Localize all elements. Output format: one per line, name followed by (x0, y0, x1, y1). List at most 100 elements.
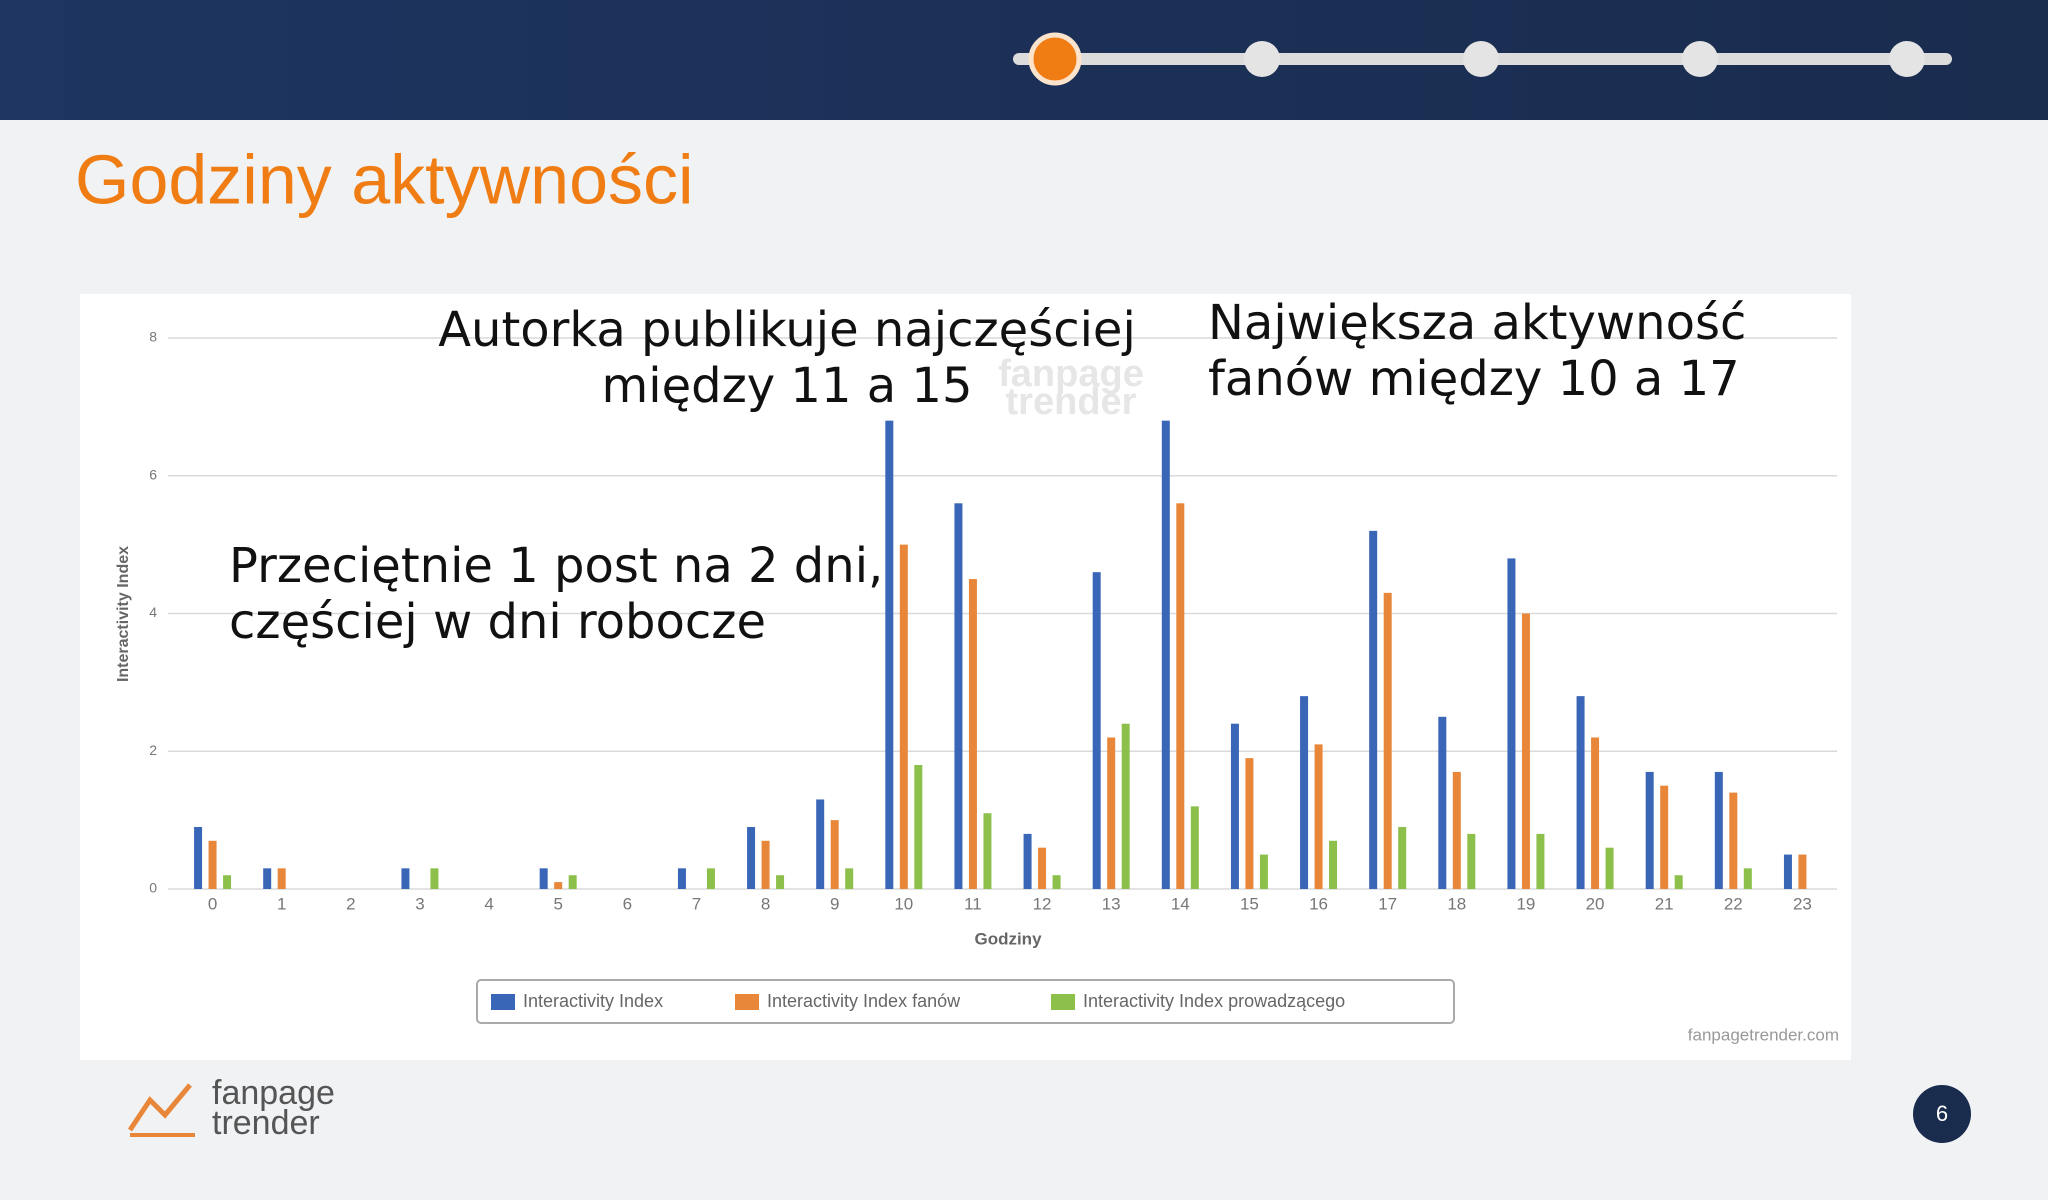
bar (899, 544, 908, 889)
progress-dot[interactable] (1463, 41, 1499, 77)
legend-swatch (1051, 994, 1075, 1010)
bar (1314, 744, 1323, 889)
watermark: trender (1006, 381, 1137, 423)
progress (1013, 32, 1952, 86)
progress-dot[interactable] (1244, 41, 1280, 77)
bar (1674, 875, 1683, 889)
x-tick-label: 9 (830, 894, 839, 913)
bar (1605, 847, 1614, 889)
bar (747, 827, 756, 889)
logo-text: trender (212, 1104, 320, 1142)
bar (914, 765, 923, 889)
bar (1052, 875, 1061, 889)
bar (776, 875, 785, 889)
bar (968, 579, 977, 889)
x-axis-title: Godziny (974, 929, 1042, 948)
page-badge (1913, 1085, 1971, 1143)
bar (954, 503, 963, 889)
bar (223, 875, 232, 889)
bar (1743, 868, 1752, 889)
x-tick-label: 20 (1586, 894, 1605, 913)
x-tick-label: 7 (692, 894, 701, 913)
bar (554, 882, 563, 889)
legend-swatch (491, 994, 515, 1010)
x-tick-label: 22 (1724, 894, 1743, 913)
bar (830, 820, 839, 889)
x-tick-label: 3 (415, 894, 424, 913)
bar (1467, 833, 1476, 889)
bar (1536, 833, 1545, 889)
x-tick-label: 17 (1378, 894, 1397, 913)
bar (761, 840, 770, 889)
y-axis-title: Interactivity Index (115, 546, 132, 682)
bar (1783, 854, 1792, 889)
x-tick-label: 0 (208, 894, 217, 913)
bar (706, 868, 715, 889)
bar (1714, 771, 1723, 889)
x-tick-label: 1 (277, 894, 286, 913)
bar (194, 827, 203, 889)
x-tick-label: 6 (623, 894, 632, 913)
annotation: Przeciętnie 1 post na 2 dni, (229, 538, 883, 594)
x-tick-label: 11 (964, 894, 982, 913)
bar (1369, 530, 1378, 889)
x-tick-label: 5 (553, 894, 562, 913)
annotation: Największa aktywność (1208, 295, 1746, 351)
bar (1092, 572, 1101, 889)
bar (1329, 840, 1338, 889)
x-tick-label: 23 (1793, 894, 1812, 913)
x-tick-label: 21 (1655, 894, 1674, 913)
legend-box (476, 979, 1455, 1024)
bar (277, 868, 286, 889)
page-number: 6 (1936, 1101, 1948, 1126)
y-tick-label: 4 (149, 604, 157, 620)
bar (1591, 737, 1600, 889)
bar (1660, 785, 1669, 889)
bar (1121, 723, 1130, 889)
legend-swatch (735, 994, 759, 1010)
bar (208, 840, 217, 889)
bar (816, 799, 825, 889)
x-tick-label: 12 (1033, 894, 1052, 913)
x-tick-label: 4 (484, 894, 493, 913)
annotation: fanów między 10 a 17 (1208, 351, 1740, 407)
annotation: między 11 a 15 (601, 358, 972, 414)
y-tick-label: 0 (149, 880, 157, 896)
bar (885, 420, 894, 889)
annotation: Autorka publikuje najczęściej (438, 302, 1136, 358)
bar (1507, 558, 1516, 889)
x-tick-label: 18 (1447, 894, 1466, 913)
bar (677, 868, 686, 889)
bar (1230, 723, 1239, 889)
x-tick-label: 16 (1309, 894, 1328, 913)
x-tick-label: 14 (1171, 894, 1190, 913)
bar (1161, 420, 1170, 889)
credit: fanpagetrender.com (1688, 1025, 1839, 1044)
annotation: częściej w dni robocze (229, 594, 766, 650)
watermark: fanpage (998, 353, 1144, 395)
legend-label: Interactivity Index (523, 991, 663, 1011)
x-tick-label: 8 (761, 894, 770, 913)
bar (263, 868, 272, 889)
progress-dot-active[interactable] (1028, 32, 1082, 86)
progress-dot[interactable] (1889, 41, 1925, 77)
progress-dot[interactable] (1682, 41, 1718, 77)
bar (1300, 696, 1309, 889)
bar (1729, 792, 1738, 889)
bar (1176, 503, 1185, 889)
bar (1452, 771, 1461, 889)
bar (1190, 806, 1199, 889)
y-tick-label: 2 (149, 742, 157, 758)
bar (430, 868, 439, 889)
x-tick-label: 19 (1516, 894, 1535, 913)
logo: fanpage trender (127, 1074, 335, 1142)
bar (568, 875, 577, 889)
bar (1107, 737, 1116, 889)
bar (1259, 854, 1268, 889)
bar (1398, 827, 1407, 889)
bar (1645, 771, 1654, 889)
slide-title: Godziny aktywności (75, 140, 694, 218)
